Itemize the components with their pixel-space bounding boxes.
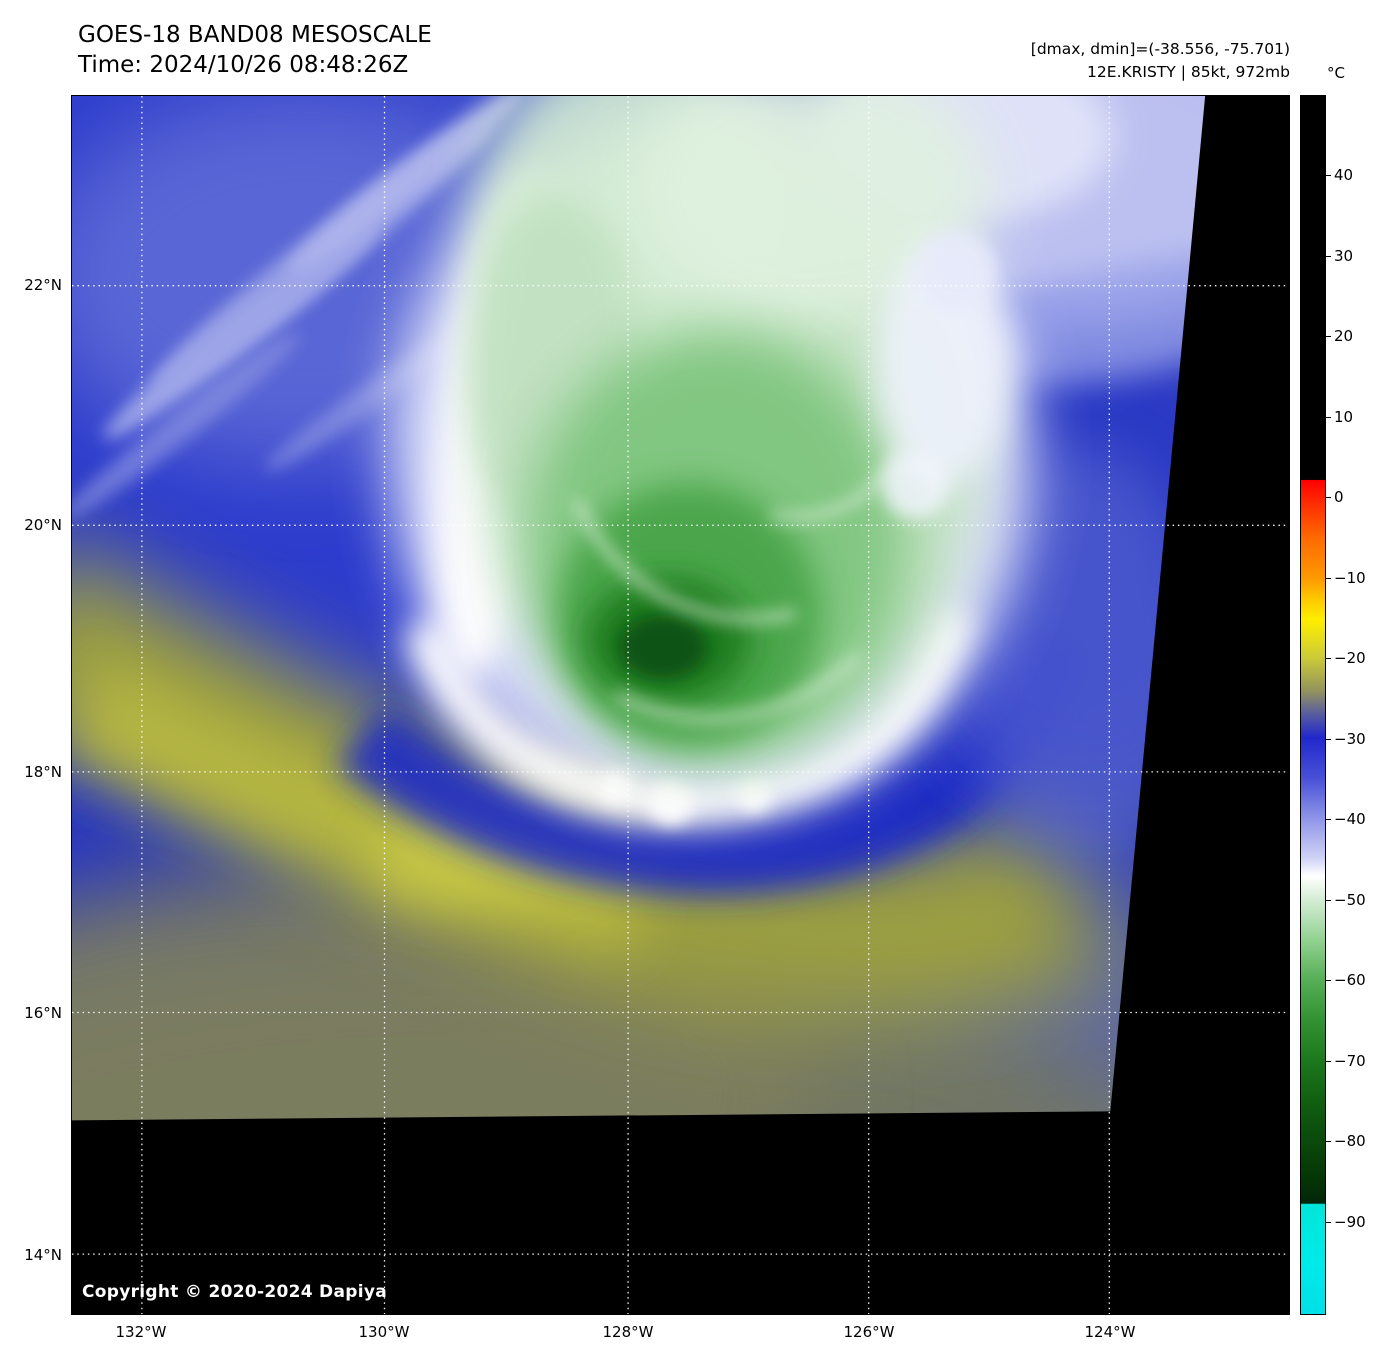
timestamp: Time: 2024/10/26 08:48:26Z bbox=[78, 52, 409, 78]
dmax-dmin-readout: [dmax, dmin]=(-38.556, -75.701) bbox=[1030, 40, 1290, 58]
colorbar-tick bbox=[1326, 497, 1331, 498]
lat-label-20n: 20°N bbox=[24, 516, 62, 534]
colorbar-tick-label: 10 bbox=[1334, 408, 1354, 426]
lat-label-16n: 16°N bbox=[24, 1004, 62, 1022]
satellite-imagery bbox=[72, 96, 1289, 1314]
colorbar-tick bbox=[1326, 578, 1331, 579]
lon-label-132w: 132°W bbox=[115, 1323, 167, 1341]
colorbar-tick bbox=[1326, 175, 1331, 176]
colorbar-tick bbox=[1326, 900, 1331, 901]
colorbar-tick-label: 30 bbox=[1334, 247, 1354, 265]
colorbar-tick-label: −40 bbox=[1334, 810, 1366, 828]
satellite-map: Copyright © 2020-2024 Dapiya bbox=[71, 95, 1290, 1315]
lon-label-128w: 128°W bbox=[602, 1323, 654, 1341]
lat-label-14n: 14°N bbox=[24, 1246, 62, 1264]
lon-label-126w: 126°W bbox=[843, 1323, 895, 1341]
colorbar-tick-label: 20 bbox=[1334, 327, 1354, 345]
page-title: GOES-18 BAND08 MESOSCALE bbox=[78, 22, 432, 48]
copyright-watermark: Copyright © 2020-2024 Dapiya bbox=[82, 1282, 387, 1302]
lon-label-130w: 130°W bbox=[358, 1323, 410, 1341]
colorbar-tick bbox=[1326, 819, 1331, 820]
colorbar-tick-label: −20 bbox=[1334, 649, 1366, 667]
lon-label-124w: 124°W bbox=[1084, 1323, 1136, 1341]
colorbar-tick bbox=[1326, 739, 1331, 740]
colorbar-tick-label: −60 bbox=[1334, 971, 1366, 989]
lat-label-22n: 22°N bbox=[24, 276, 62, 294]
colorbar-unit: °C bbox=[1327, 64, 1345, 82]
colorbar-tick-label: −70 bbox=[1334, 1052, 1366, 1070]
colorbar-tick-label: 40 bbox=[1334, 166, 1354, 184]
colorbar-tick bbox=[1326, 1141, 1331, 1142]
temperature-colorbar bbox=[1300, 95, 1326, 1315]
colorbar-tick bbox=[1326, 1061, 1331, 1062]
colorbar-tick-label: −80 bbox=[1334, 1132, 1366, 1150]
colorbar-tick-label: −50 bbox=[1334, 891, 1366, 909]
colorbar-tick-label: −30 bbox=[1334, 730, 1366, 748]
storm-info: 12E.KRISTY | 85kt, 972mb bbox=[1087, 63, 1290, 81]
colorbar-tick bbox=[1326, 980, 1331, 981]
colorbar-tick bbox=[1326, 417, 1331, 418]
colorbar-tick-label: −90 bbox=[1334, 1213, 1366, 1231]
colorbar-tick bbox=[1326, 658, 1331, 659]
colorbar-tick bbox=[1326, 256, 1331, 257]
lat-label-18n: 18°N bbox=[24, 763, 62, 781]
header-right: [dmax, dmin]=(-38.556, -75.701) 12E.KRIS… bbox=[1031, 38, 1290, 84]
colorbar-tick bbox=[1326, 1222, 1331, 1223]
colorbar-tick-label: 0 bbox=[1334, 488, 1344, 506]
colorbar-tick-label: −10 bbox=[1334, 569, 1366, 587]
colorbar-tick bbox=[1326, 336, 1331, 337]
